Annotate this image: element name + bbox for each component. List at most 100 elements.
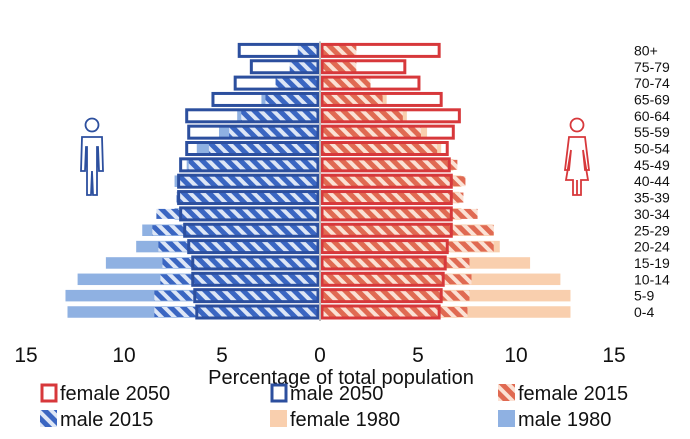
bar-female-2050-55-59 bbox=[320, 124, 455, 140]
bar-female-2015-35-39 bbox=[320, 192, 464, 203]
bar-female-2015-30-34 bbox=[320, 208, 478, 219]
chart-legend: female 2050 male 2050 female 2015 male 2015… bbox=[40, 383, 628, 431]
bar-female-2015-50-54 bbox=[320, 143, 438, 154]
legend-swatch-female-2015 bbox=[498, 384, 515, 401]
legend-swatch-male-1980 bbox=[498, 410, 515, 427]
bar-male-2015-80+ bbox=[297, 45, 320, 56]
legend-label-male-2015: male 2015 bbox=[60, 409, 153, 431]
x-tick-label-2: 5 bbox=[216, 344, 228, 367]
x-tick-label-4: 5 bbox=[412, 344, 424, 367]
age-label-0-4: 0-4 bbox=[634, 304, 654, 320]
bar-male-2015-55-59 bbox=[229, 127, 320, 138]
age-label-30-34: 30-34 bbox=[634, 206, 670, 222]
x-tick-label-5: 10 bbox=[504, 344, 527, 367]
bar-male-2015-35-39 bbox=[176, 192, 320, 203]
bar-female-2050-45-49 bbox=[320, 157, 451, 173]
bar-male-2015-60-64 bbox=[241, 110, 320, 121]
bar-male-2015-5-9 bbox=[154, 290, 320, 301]
bar-female-2015-80+ bbox=[320, 45, 357, 56]
legend-swatch-male-2015 bbox=[40, 410, 57, 427]
bar-female-2050-65-69 bbox=[320, 91, 443, 107]
age-label-35-39: 35-39 bbox=[634, 190, 670, 206]
bar-female-2050-20-24 bbox=[320, 239, 449, 255]
bar-female-2015-65-69 bbox=[320, 94, 383, 105]
bar-female-2015-75-79 bbox=[320, 61, 357, 72]
legend-label-female-2015: female 2015 bbox=[518, 383, 628, 405]
age-label-70-74: 70-74 bbox=[634, 75, 670, 91]
bar-female-2015-45-49 bbox=[320, 159, 458, 170]
age-label-75-79: 75-79 bbox=[634, 59, 670, 75]
bar-male-2050-65-69 bbox=[211, 91, 320, 107]
bar-male-2050-35-39 bbox=[177, 190, 320, 206]
bar-male-2015-45-49 bbox=[188, 159, 320, 170]
bar-male-2050-30-34 bbox=[179, 206, 320, 222]
bar-male-2050-50-54 bbox=[185, 141, 320, 156]
bar-female-2015-0-4 bbox=[320, 307, 468, 317]
age-group-labels: 0-45-910-1415-1920-2425-2930-3435-3940-4… bbox=[634, 42, 670, 320]
bar-female-2050-75-79 bbox=[320, 59, 407, 75]
legend-label-male-2050: male 2050 bbox=[290, 383, 383, 405]
age-label-55-59: 55-59 bbox=[634, 124, 670, 140]
age-label-60-64: 60-64 bbox=[634, 108, 670, 124]
bar-female-2050-0-4 bbox=[320, 304, 441, 320]
bar-male-2050-75-79 bbox=[249, 59, 320, 75]
x-tick-label-3: 0 bbox=[314, 344, 326, 367]
female-person-icon bbox=[563, 117, 591, 196]
x-tick-label-6: 15 bbox=[602, 344, 625, 367]
bar-male-2050-60-64 bbox=[185, 108, 320, 124]
bar-male-2050-80+ bbox=[237, 42, 320, 58]
bars-2015-group bbox=[152, 45, 494, 317]
bar-male-2015-65-69 bbox=[265, 94, 320, 105]
age-label-25-29: 25-29 bbox=[634, 222, 670, 238]
bar-female-2050-80+ bbox=[320, 42, 441, 58]
bar-female-2015-40-44 bbox=[320, 176, 466, 187]
bar-female-2015-60-64 bbox=[320, 110, 403, 121]
bar-female-2015-5-9 bbox=[320, 290, 470, 301]
bar-female-2015-10-14 bbox=[320, 274, 472, 285]
age-label-80+: 80+ bbox=[634, 42, 658, 58]
legend-swatch-female-2050 bbox=[40, 383, 58, 403]
age-label-5-9: 5-9 bbox=[634, 288, 654, 304]
legend-label-female-1980: female 1980 bbox=[290, 409, 400, 431]
legend-label-male-1980: male 1980 bbox=[518, 409, 611, 431]
bar-female-2050-15-19 bbox=[320, 255, 447, 271]
bar-male-2050-25-29 bbox=[183, 222, 320, 238]
bar-female-2050-5-9 bbox=[320, 288, 443, 304]
bar-male-2015-20-24 bbox=[158, 241, 320, 252]
bar-female-2050-10-14 bbox=[320, 271, 445, 287]
bar-male-2015-0-4 bbox=[154, 307, 320, 317]
bar-female-2050-40-44 bbox=[320, 173, 453, 189]
age-label-20-24: 20-24 bbox=[634, 239, 670, 255]
bar-female-2050-30-34 bbox=[320, 206, 453, 222]
bar-male-2050-70-74 bbox=[233, 75, 320, 91]
bar-female-2050-70-74 bbox=[320, 75, 421, 91]
age-label-50-54: 50-54 bbox=[634, 141, 670, 157]
bar-female-2050-50-54 bbox=[320, 141, 449, 156]
age-label-15-19: 15-19 bbox=[634, 255, 670, 271]
x-tick-labels: 15 10 5 0 5 10 15 bbox=[14, 344, 625, 367]
x-tick-label-1: 10 bbox=[112, 344, 135, 367]
bar-male-2050-40-44 bbox=[177, 173, 320, 189]
bar-male-2050-55-59 bbox=[187, 124, 320, 140]
legend-swatch-female-1980 bbox=[270, 410, 287, 427]
male-person-icon bbox=[80, 117, 104, 196]
bars-2050-group bbox=[177, 42, 461, 320]
bar-male-2050-45-49 bbox=[179, 157, 320, 173]
bar-male-2050-15-19 bbox=[191, 255, 320, 271]
bar-female-2050-25-29 bbox=[320, 222, 453, 238]
bar-male-2015-10-14 bbox=[160, 274, 320, 285]
bar-female-2050-60-64 bbox=[320, 108, 461, 124]
age-label-45-49: 45-49 bbox=[634, 157, 670, 173]
legend-label-female-2050: female 2050 bbox=[60, 383, 170, 405]
bar-male-2015-30-34 bbox=[156, 208, 320, 219]
bar-male-2015-25-29 bbox=[152, 225, 320, 236]
legend-swatch-male-2050 bbox=[270, 383, 288, 403]
bar-female-2050-35-39 bbox=[320, 190, 453, 206]
bar-male-2050-20-24 bbox=[187, 239, 320, 255]
bar-male-2050-5-9 bbox=[193, 288, 320, 304]
bar-female-2015-70-74 bbox=[320, 78, 371, 89]
age-label-10-14: 10-14 bbox=[634, 271, 670, 287]
bar-male-2015-75-79 bbox=[289, 61, 320, 72]
